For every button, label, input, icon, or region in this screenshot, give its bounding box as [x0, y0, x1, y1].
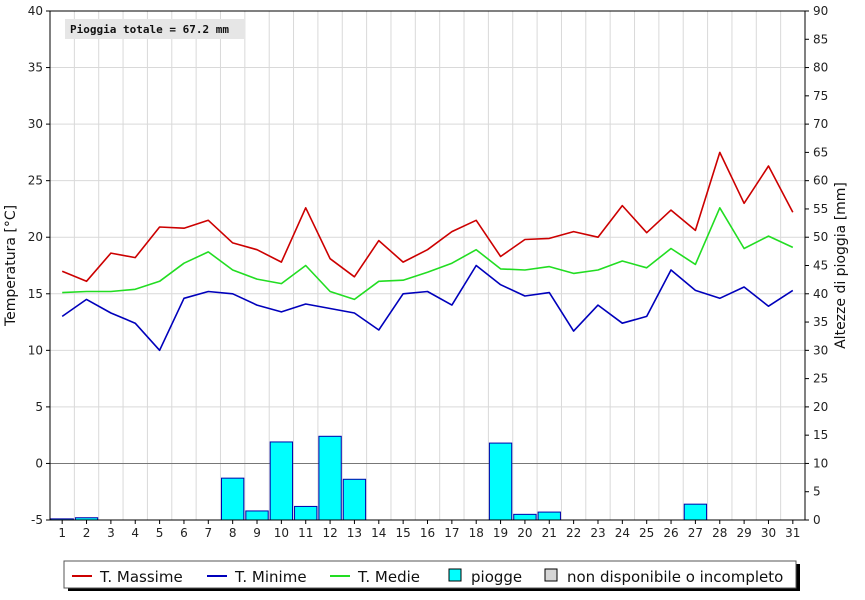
- y-right-tick-label: 0: [813, 513, 821, 527]
- rain-bar: [683, 503, 708, 521]
- rain-bar: [269, 441, 294, 521]
- x-tick-label: 18: [469, 526, 484, 540]
- x-tick-label: 25: [639, 526, 654, 540]
- x-tick-label: 24: [615, 526, 630, 540]
- x-tick-label: 23: [590, 526, 605, 540]
- legend-swatch-box: [544, 568, 558, 582]
- x-tick-label: 19: [493, 526, 508, 540]
- y-right-tick-label: 85: [813, 32, 828, 46]
- x-tick-label: 8: [229, 526, 237, 540]
- y-right-tick-label: 70: [813, 117, 828, 131]
- rain-bar: [318, 435, 342, 521]
- x-tick-label: 16: [420, 526, 435, 540]
- rain-total-annotation: Pioggia totale = 67.2 mm: [70, 23, 229, 36]
- y-left-tick-label: 40: [28, 4, 43, 18]
- rain-bar: [488, 442, 513, 521]
- rain-bar: [220, 477, 245, 521]
- rain-bar: [342, 478, 367, 521]
- y-left-tick-label: 25: [28, 174, 43, 188]
- y-left-tick-label: 35: [28, 61, 43, 75]
- y-left-tick-label: 10: [28, 343, 43, 357]
- y-right-tick-label: 80: [813, 61, 828, 75]
- y-left-tick-label: 5: [35, 400, 43, 414]
- legend-box: [63, 560, 797, 589]
- legend-label: T. Medie: [357, 568, 420, 586]
- rain-total-box: [65, 19, 245, 39]
- y-right-tick-label: 75: [813, 89, 828, 103]
- y-left-axis-title: Temperatura [°C]: [3, 205, 19, 327]
- y-left-tick-label: 15: [28, 287, 43, 301]
- series-line-t-minime: [61, 264, 794, 352]
- y-right-tick-label: 20: [813, 400, 828, 414]
- x-tick-label: 9: [253, 526, 261, 540]
- y-left-tick-label: -5: [31, 513, 43, 527]
- x-tick-label: 7: [204, 526, 212, 540]
- y-right-tick-label: 65: [813, 145, 828, 159]
- x-tick-label: 13: [347, 526, 362, 540]
- x-tick-label: 26: [663, 526, 678, 540]
- x-tick-label: 14: [371, 526, 386, 540]
- x-tick-label: 10: [274, 526, 289, 540]
- x-tick-label: 11: [298, 526, 313, 540]
- y-right-tick-label: 35: [813, 315, 828, 329]
- series-line-t-medie: [62, 207, 794, 301]
- legend-label: T. Massime: [99, 568, 183, 586]
- x-tick-label: 31: [785, 526, 800, 540]
- rain-bar: [513, 513, 537, 521]
- x-tick-label: 22: [566, 526, 581, 540]
- series-line-t-massime: [61, 151, 794, 283]
- y-right-tick-label: 60: [813, 174, 828, 188]
- legend-label: T. Minime: [234, 568, 307, 586]
- rain-bar: [294, 505, 318, 521]
- x-tick-label: 3: [107, 526, 115, 540]
- y-right-tick-label: 55: [813, 202, 828, 216]
- y-right-axis-title: Altezze di pioggia [mm]: [833, 182, 849, 349]
- rain-bar: [245, 510, 269, 521]
- y-right-tick-label: 45: [813, 259, 828, 273]
- x-tick-label: 1: [58, 526, 66, 540]
- x-tick-label: 15: [396, 526, 411, 540]
- y-left-tick-label: 0: [35, 456, 43, 470]
- x-tick-label: 6: [180, 526, 188, 540]
- y-right-tick-label: 10: [813, 456, 828, 470]
- x-tick-label: 12: [322, 526, 337, 540]
- y-right-tick-label: 50: [813, 230, 828, 244]
- y-right-tick-label: 30: [813, 343, 828, 357]
- x-tick-label: 29: [736, 526, 751, 540]
- legend-label: piogge: [471, 568, 522, 586]
- x-tick-label: 2: [83, 526, 91, 540]
- y-right-tick-label: 90: [813, 4, 828, 18]
- x-tick-label: 21: [542, 526, 557, 540]
- y-left-tick-label: 30: [28, 117, 43, 131]
- rain-bar: [537, 511, 561, 521]
- x-tick-label: 28: [712, 526, 727, 540]
- y-right-tick-label: 40: [813, 287, 828, 301]
- y-right-tick-label: 15: [813, 428, 828, 442]
- x-tick-label: 4: [131, 526, 139, 540]
- legend-swatch-box: [448, 568, 462, 582]
- plot-area: [50, 11, 805, 520]
- x-tick-label: 5: [156, 526, 164, 540]
- x-tick-label: 17: [444, 526, 459, 540]
- x-tick-label: 30: [761, 526, 776, 540]
- y-right-tick-label: 5: [813, 485, 821, 499]
- y-right-tick-label: 25: [813, 372, 828, 386]
- y-left-tick-label: 20: [28, 230, 43, 244]
- x-tick-label: 27: [688, 526, 703, 540]
- legend-label: non disponibile o incompleto: [567, 568, 783, 586]
- x-tick-label: 20: [517, 526, 532, 540]
